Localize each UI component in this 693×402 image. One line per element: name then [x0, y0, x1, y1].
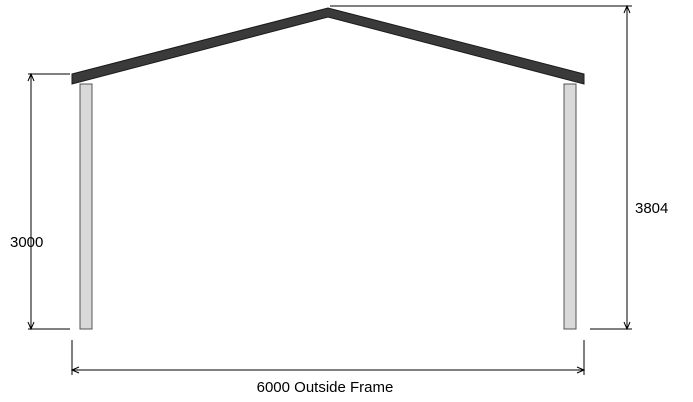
- ridge-height-label: 3804: [635, 200, 668, 217]
- right-column: [563, 83, 577, 330]
- ridge-height-dimension: 3804: [330, 4, 668, 331]
- width-dimension: 6000 Outside Frame: [70, 340, 586, 396]
- eave-height-label: 3000: [10, 234, 43, 251]
- width-label: 6000 Outside Frame: [257, 379, 394, 396]
- left-column: [79, 83, 93, 330]
- gable-roof: [71, 7, 585, 85]
- eave-height-dimension: 3000: [10, 72, 70, 331]
